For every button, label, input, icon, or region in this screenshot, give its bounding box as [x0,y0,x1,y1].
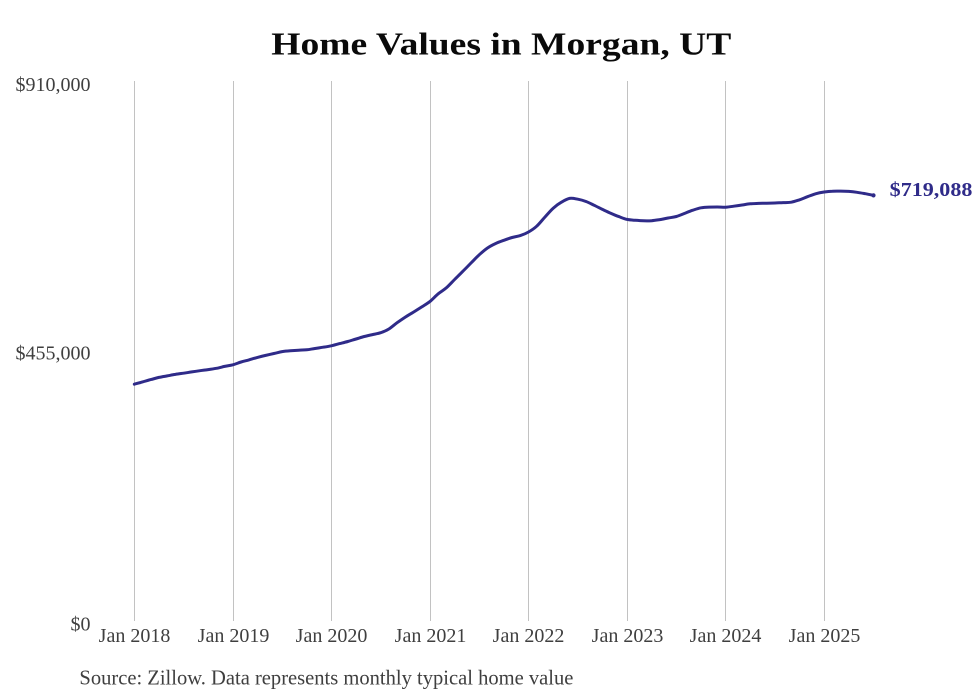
svg-text:Jan 2018: Jan 2018 [99,625,171,647]
svg-text:$455,000: $455,000 [16,342,91,364]
svg-text:Jan 2022: Jan 2022 [493,625,565,647]
svg-text:Home Values in Morgan, UT: Home Values in Morgan, UT [271,26,731,62]
svg-text:Source: Zillow. Data represent: Source: Zillow. Data represents monthly … [79,665,573,689]
svg-text:$910,000: $910,000 [16,74,91,96]
svg-text:Jan 2019: Jan 2019 [198,625,270,647]
svg-text:$719,088: $719,088 [890,180,973,201]
svg-text:Jan 2023: Jan 2023 [592,625,664,647]
svg-text:Jan 2024: Jan 2024 [690,625,762,647]
svg-text:Jan 2025: Jan 2025 [789,625,861,647]
svg-text:Jan 2020: Jan 2020 [296,625,368,647]
svg-text:Jan 2021: Jan 2021 [395,625,467,647]
svg-text:$0: $0 [71,614,91,636]
